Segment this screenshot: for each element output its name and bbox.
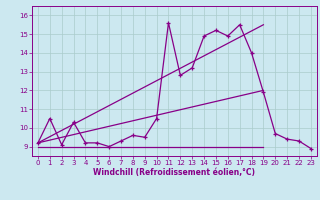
X-axis label: Windchill (Refroidissement éolien,°C): Windchill (Refroidissement éolien,°C) xyxy=(93,168,255,177)
